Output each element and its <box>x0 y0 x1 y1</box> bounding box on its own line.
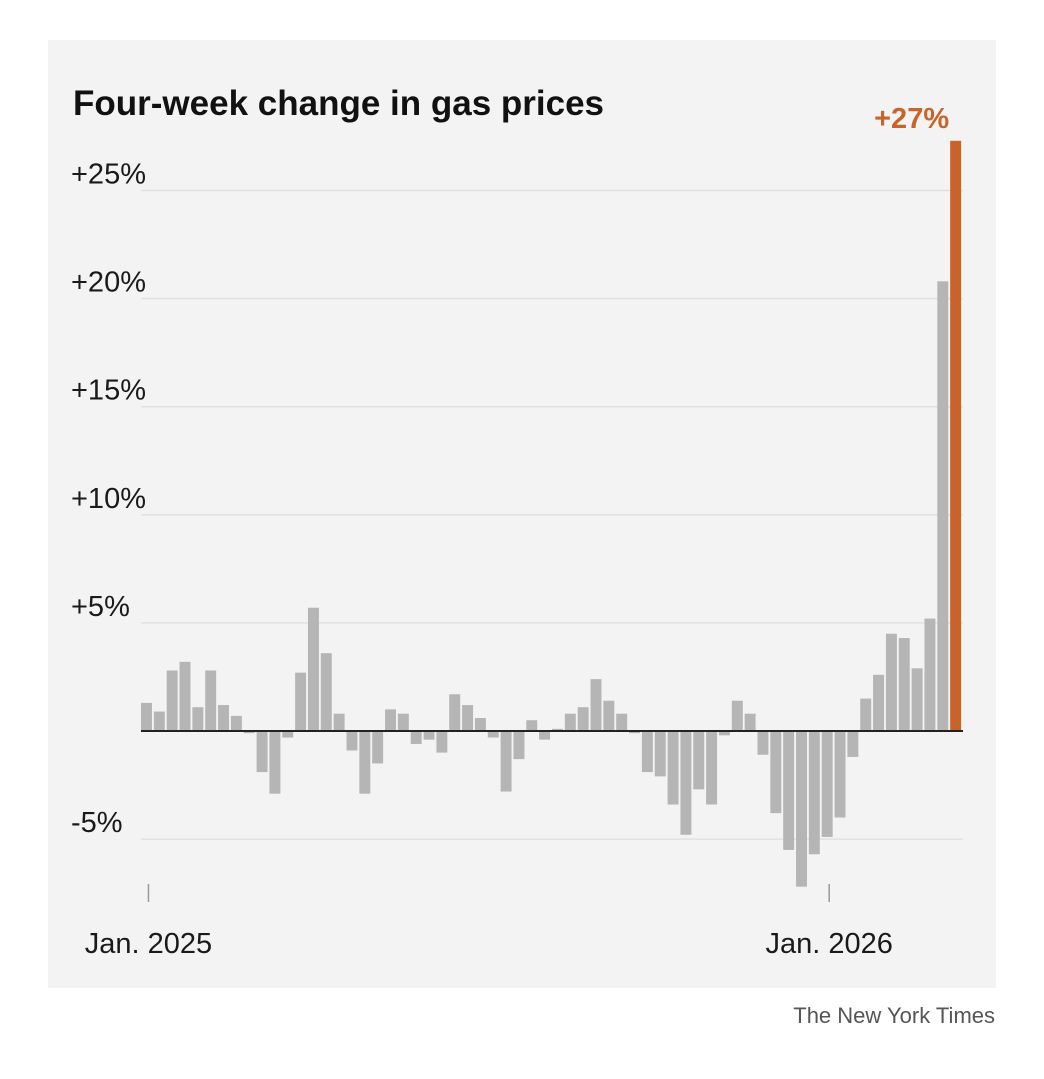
bar <box>641 731 653 773</box>
bar <box>397 713 409 731</box>
y-axis-labels: +25% +20% +15% +10% +5% -5% <box>71 159 146 840</box>
y-tick-label: +25% <box>71 159 146 191</box>
bar <box>269 731 281 794</box>
bar <box>539 731 551 740</box>
bar <box>153 711 165 731</box>
bar <box>526 720 538 731</box>
bar <box>410 731 422 744</box>
highlight-bar <box>950 140 962 732</box>
bar <box>873 674 885 731</box>
y-tick-label: +10% <box>71 483 146 515</box>
y-tick-label: +5% <box>71 591 130 623</box>
bar <box>256 731 268 773</box>
x-tick-label: Jan. 2025 <box>85 928 212 960</box>
bar <box>346 731 358 751</box>
bar <box>783 731 795 850</box>
highlight-value-label: +27% <box>874 103 949 135</box>
bar <box>603 700 615 731</box>
chart-panel <box>48 40 996 988</box>
bar <box>564 713 576 731</box>
bar <box>680 731 692 835</box>
bar <box>667 731 679 805</box>
bar <box>500 731 512 792</box>
x-axis-labels: Jan. 2025 Jan. 2026 <box>85 884 893 960</box>
bar <box>937 281 949 731</box>
bar <box>372 731 384 764</box>
y-tick-label: +20% <box>71 267 146 299</box>
bar <box>744 713 756 731</box>
bar <box>629 731 641 734</box>
bar <box>885 633 897 731</box>
bar <box>590 679 602 731</box>
bar <box>449 694 461 731</box>
source-credit: The New York Times <box>793 1003 995 1028</box>
bar <box>731 700 743 731</box>
bar <box>423 731 435 740</box>
bar <box>385 709 396 731</box>
bar <box>834 731 846 818</box>
bar <box>474 718 486 731</box>
bar <box>295 672 307 731</box>
bars <box>141 140 962 887</box>
bar <box>718 731 730 736</box>
bar <box>898 638 910 731</box>
bar <box>860 698 872 731</box>
bar <box>487 731 499 738</box>
bar <box>462 705 474 731</box>
bar <box>693 731 705 790</box>
chart-svg: +25%+20%+15%+10%+5%-5% Jan. 2025 Jan. 202… <box>71 84 963 960</box>
bar <box>911 668 923 731</box>
bar <box>436 731 448 753</box>
bar <box>552 728 563 731</box>
gridlines <box>141 189 963 840</box>
bar <box>179 661 191 731</box>
y-tick-label: -5% <box>71 807 123 839</box>
bar <box>513 731 525 760</box>
bar <box>616 713 628 731</box>
bar <box>230 715 242 731</box>
bar <box>320 653 332 731</box>
bar <box>796 731 807 887</box>
bar <box>847 731 859 757</box>
bar <box>307 607 319 731</box>
bar <box>205 670 217 731</box>
y-tick-label: +15% <box>71 375 146 407</box>
bar <box>166 670 178 731</box>
bar <box>218 705 230 731</box>
bar <box>192 707 204 731</box>
bar <box>808 731 820 855</box>
bar <box>243 731 255 734</box>
bar <box>821 731 833 837</box>
bar <box>359 731 371 794</box>
bar <box>924 618 936 731</box>
bar <box>757 731 769 755</box>
bar <box>577 707 589 731</box>
bar <box>141 702 152 731</box>
chart-title: Four-week change in gas prices <box>73 84 604 123</box>
x-tick-label: Jan. 2026 <box>765 928 892 960</box>
bar <box>333 713 345 731</box>
bar <box>706 731 718 805</box>
bar <box>770 731 782 814</box>
bar <box>654 731 666 777</box>
bar <box>282 731 294 738</box>
